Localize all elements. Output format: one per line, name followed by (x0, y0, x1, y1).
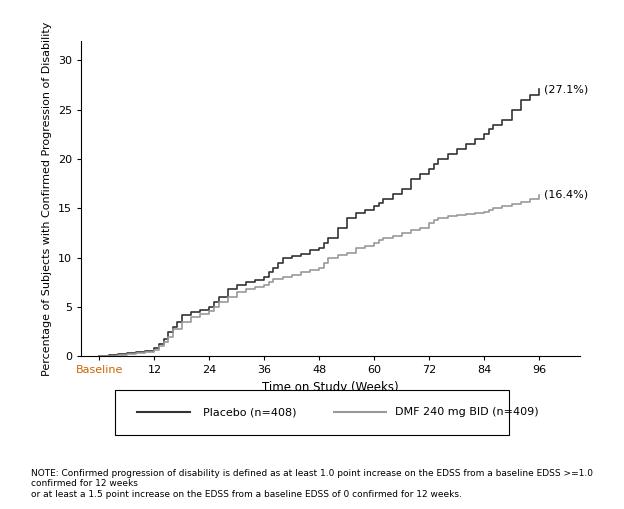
Text: Placebo (n=408): Placebo (n=408) (203, 407, 296, 417)
Text: (16.4%): (16.4%) (544, 189, 588, 200)
Text: DMF 240 mg BID (n=409): DMF 240 mg BID (n=409) (395, 407, 539, 417)
Text: (27.1%): (27.1%) (544, 84, 588, 94)
X-axis label: Time on Study (Weeks): Time on Study (Weeks) (263, 381, 399, 394)
Y-axis label: Percentage of Subjects with Confirmed Progression of Disability: Percentage of Subjects with Confirmed Pr… (42, 21, 52, 376)
FancyBboxPatch shape (115, 390, 509, 435)
Text: NOTE: Confirmed progression of disability is defined as at least 1.0 point incre: NOTE: Confirmed progression of disabilit… (31, 469, 593, 499)
